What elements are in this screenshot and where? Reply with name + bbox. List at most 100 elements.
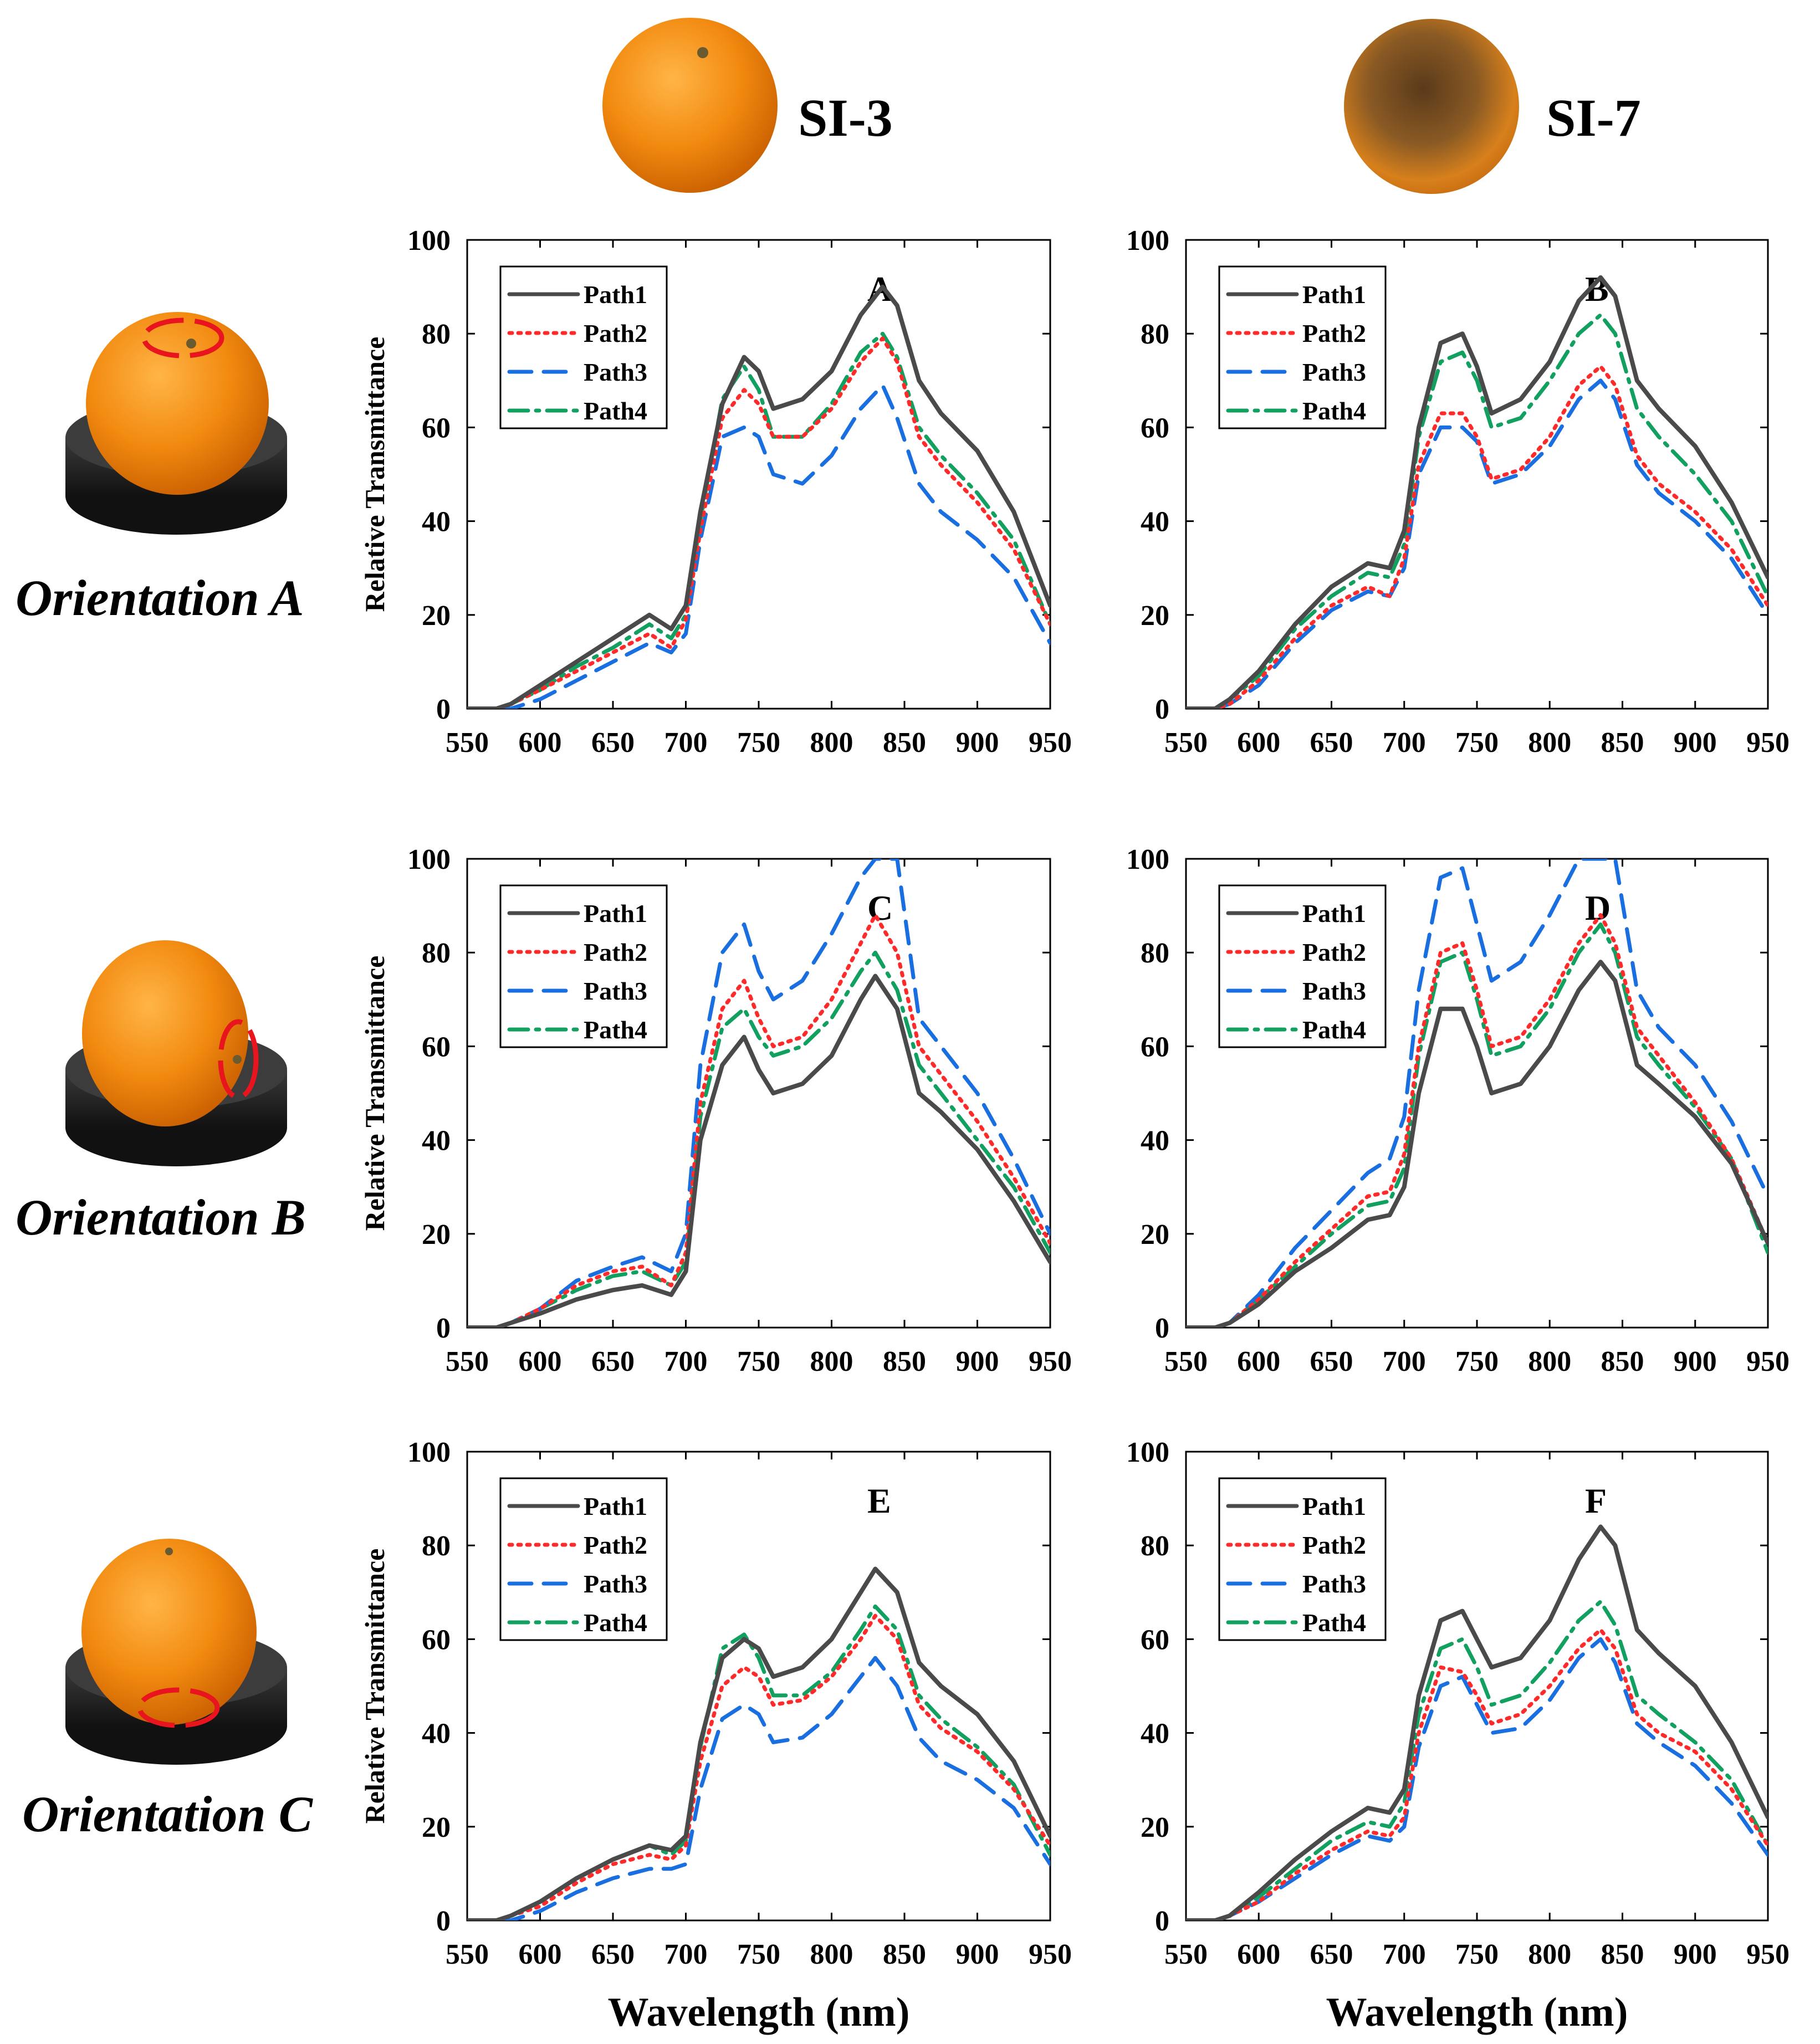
y-tick-label: 0 [1155,694,1169,725]
x-tick-label: 850 [883,1346,926,1377]
series-line-path3 [467,383,1050,709]
x-tick-label: 650 [591,1939,635,1970]
orientation-c-photo [65,1539,287,1765]
legend-label: Path2 [584,938,647,966]
x-tick-label: 800 [1528,1346,1571,1377]
y-tick-label: 60 [1141,1624,1169,1656]
y-tick-label: 80 [422,938,451,969]
x-tick-label: 950 [1029,1346,1072,1377]
x-tick-label: 550 [1164,1346,1208,1377]
x-tick-label: 550 [446,1346,489,1377]
chart-panel-A: 550 600 650 700 750 800 850 900 950 0 20 40 60 80 100 R… [359,225,1072,759]
x-tick-label: 900 [956,1939,999,1970]
y-tick-label: 60 [1141,412,1169,444]
legend-label: Path1 [1302,899,1366,928]
series-line-path2 [1186,913,1768,1328]
header-si7: SI-7 [1344,19,1641,194]
legend-label: Path2 [1302,319,1366,347]
legend-label: Path1 [1302,280,1366,309]
series-line-path4 [467,1604,1050,1920]
series-line-path3 [467,1656,1050,1920]
y-tick-label: 20 [422,1219,451,1251]
x-tick-label: 600 [519,727,562,759]
y-tick-label: 100 [407,1437,451,1468]
legend-label: Path3 [1302,358,1366,386]
x-tick-label: 750 [1455,1939,1499,1970]
y-tick-label: 20 [422,1812,451,1843]
series-line-path4 [467,331,1050,709]
series-line-path4 [1186,1600,1768,1920]
y-tick-label: 0 [436,694,451,725]
legend-label: Path4 [584,1016,647,1044]
x-tick-label: 800 [810,1939,853,1970]
y-tick-label: 0 [1155,1905,1169,1937]
legend-label: Path2 [584,1531,647,1559]
y-tick-label: 80 [1141,938,1169,969]
y-tick-label: 0 [436,1905,451,1937]
x-tick-label: 950 [1029,727,1072,759]
y-tick-label: 60 [1141,1031,1169,1063]
legend-label: Path3 [1302,977,1366,1005]
orientation-c-label: Orientation C [22,1786,314,1842]
x-tick-label: 700 [664,1939,708,1970]
panel-letter: E [867,1481,891,1520]
series-line-path4 [467,950,1050,1328]
y-tick-label: 80 [1141,1530,1169,1562]
series-line-path3 [1186,1637,1768,1920]
chart-panel-C: 550 600 650 700 750 800 850 900 950 0 20 40 60 80 100 R… [359,844,1072,1377]
x-tick-label: 750 [737,727,780,759]
col-title-si7: SI-7 [1546,88,1641,147]
series-line-path1 [467,284,1050,709]
y-tick-label: 20 [1141,600,1169,632]
x-tick-label: 800 [1528,1939,1571,1970]
x-tick-label: 700 [1383,1346,1426,1377]
y-tick-label: 0 [436,1313,451,1344]
x-tick-label: 550 [446,727,489,759]
y-tick-label: 60 [422,412,451,444]
y-tick-label: 100 [1126,844,1169,875]
col-title-si3: SI-3 [798,88,893,147]
legend-label: Path2 [1302,1531,1366,1559]
x-tick-label: 700 [1383,727,1426,759]
x-tick-label: 900 [956,1346,999,1377]
orange-si3-image [602,18,778,193]
legend-label: Path3 [1302,1570,1366,1598]
series-line-path1 [1186,1524,1768,1920]
legend-label: Path1 [1302,1492,1366,1520]
orange-si7-image [1344,19,1519,194]
series-line-path2 [467,1613,1050,1920]
x-tick-label: 950 [1746,727,1790,759]
x-tick-label: 900 [956,727,999,759]
y-tick-label: 80 [422,319,451,350]
y-tick-label: 40 [422,1718,451,1750]
y-tick-label: 40 [422,1125,451,1157]
x-tick-label: 650 [1310,727,1353,759]
y-axis-label: Relative Transmittance [359,1549,390,1824]
x-tick-label: 600 [1237,1939,1280,1970]
series-line-path3 [1186,859,1768,1328]
legend-label: Path4 [1302,1608,1366,1637]
x-tick-label: 700 [1383,1939,1426,1970]
y-tick-label: 60 [422,1624,451,1656]
orientation-b-photo [65,940,287,1166]
x-tick-label: 900 [1674,1939,1717,1970]
legend-label: Path3 [584,977,647,1005]
x-tick-label: 600 [519,1939,562,1970]
x-axis-label: Wavelength (nm) [608,1990,910,2035]
x-tick-label: 750 [1455,1346,1499,1377]
x-tick-label: 800 [810,727,853,759]
x-tick-label: 950 [1746,1346,1790,1377]
y-axis-label: Relative Transmittance [359,337,390,612]
legend-label: Path4 [584,1608,647,1637]
x-tick-label: 850 [1601,1939,1644,1970]
marker-circle-c [137,1687,220,1728]
x-tick-label: 950 [1029,1939,1072,1970]
x-tick-label: 600 [1237,727,1280,759]
y-tick-label: 80 [1141,319,1169,350]
series-line-path1 [1186,960,1768,1328]
x-tick-label: 600 [519,1346,562,1377]
series-line-path2 [1186,364,1768,709]
y-tick-label: 100 [1126,225,1169,257]
chart-panel-D: 550 600 650 700 750 800 850 900 950020406080100D… [1126,844,1790,1377]
series-line-path3 [467,859,1050,1328]
